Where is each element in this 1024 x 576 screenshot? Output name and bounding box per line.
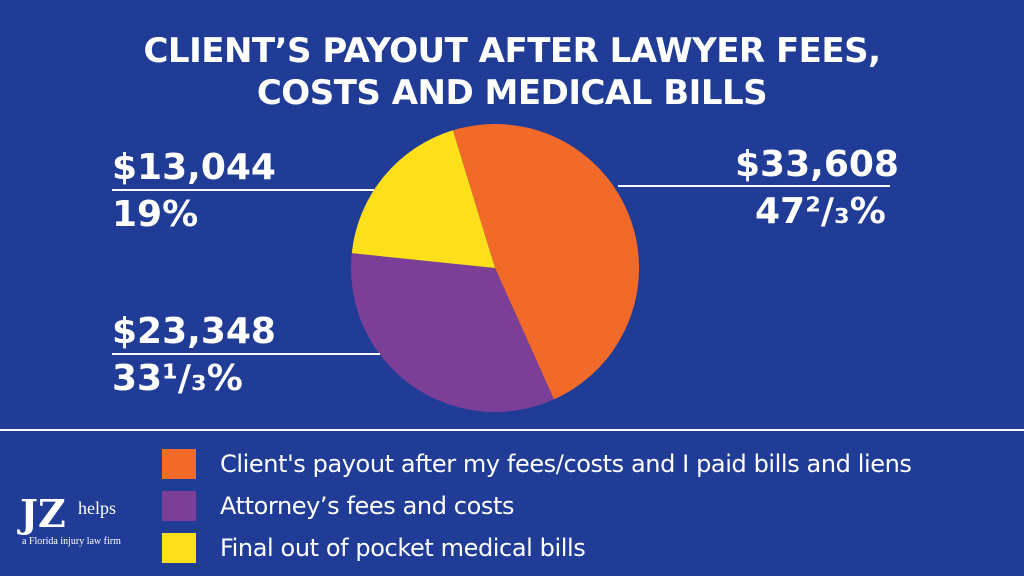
logo-mark: JZ xyxy=(20,491,66,536)
pie-slice-client-payout xyxy=(452,123,640,400)
logo-tagline: a Florida injury law firm xyxy=(22,536,121,547)
medical-bills-leader-line xyxy=(112,189,374,191)
attorney-fees-percent-label: 33¹/₃% xyxy=(112,358,243,399)
attorney-fees-value-label: $23,348 xyxy=(112,311,276,352)
client-payout-value-label: $33,608 xyxy=(735,144,899,185)
legend-swatch-client-payout xyxy=(162,449,196,479)
pie-slice-attorney-fees xyxy=(351,253,554,412)
chart-title-line-2: COSTS AND MEDICAL BILLS xyxy=(256,73,768,113)
pie-slice-medical-bills xyxy=(351,130,495,268)
legend-label-attorney-fees: Attorney’s fees and costs xyxy=(220,492,515,520)
legend-swatch-medical-bills xyxy=(162,533,196,563)
logo-word: helps xyxy=(78,498,116,518)
jz-helps-logo: JZ helps a Florida injury law firm xyxy=(20,492,150,562)
chart-title-line-1: CLIENT’S PAYOUT AFTER LAWYER FEES, xyxy=(143,31,881,71)
client-payout-percent-label: 47²/₃% xyxy=(755,191,886,232)
legend-label-medical-bills: Final out of pocket medical bills xyxy=(220,534,586,562)
attorney-fees-leader-line xyxy=(112,353,380,355)
legend-label-client-payout: Client's payout after my fees/costs and … xyxy=(220,450,912,478)
legend-divider xyxy=(0,429,1024,431)
medical-bills-percent-label: 19% xyxy=(112,194,199,235)
medical-bills-value-label: $13,044 xyxy=(112,147,276,188)
legend-swatch-attorney-fees xyxy=(162,491,196,521)
client-payout-leader-line xyxy=(618,185,890,187)
